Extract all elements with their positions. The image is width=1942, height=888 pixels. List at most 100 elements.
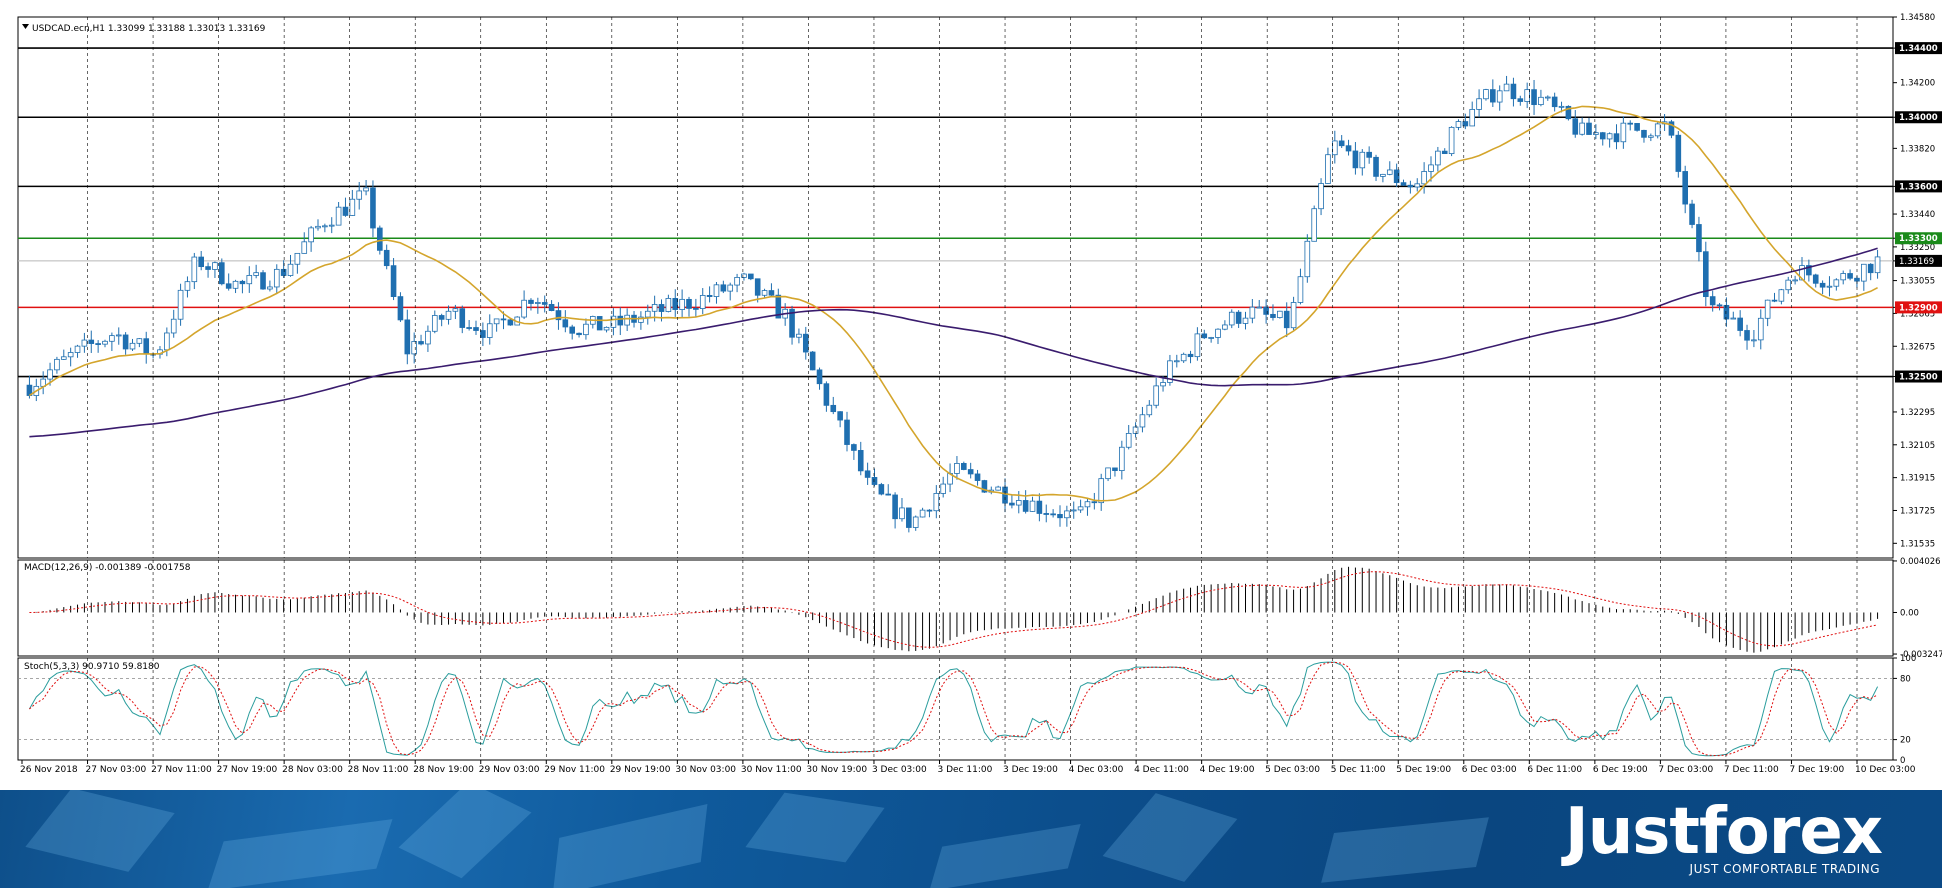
level-price-badge — [1895, 301, 1942, 314]
candle-body — [335, 206, 342, 226]
candle-body — [734, 277, 740, 286]
candle-body — [1517, 98, 1524, 102]
candle-body — [1139, 414, 1146, 428]
candle-body — [1366, 151, 1372, 158]
candle-body — [816, 369, 823, 385]
macd-pane: 0.004026 0.00 -0.003247 — [17, 557, 1942, 660]
candle-body — [383, 249, 390, 267]
candle-body — [81, 339, 88, 347]
candle-body — [1338, 140, 1345, 147]
candle-body — [844, 419, 850, 445]
price-tick-label: 1.33055 — [1900, 277, 1935, 287]
candle-body — [1483, 89, 1489, 100]
candle-body — [1558, 105, 1565, 108]
candle-body — [1015, 500, 1022, 506]
time-tick-label: 3 Dec 19:00 — [1003, 765, 1058, 775]
candle-body — [1373, 156, 1379, 177]
candle-body — [239, 280, 246, 285]
candle-body — [1050, 513, 1056, 516]
level-price-badge — [1895, 180, 1942, 193]
time-tick-label: 6 Dec 19:00 — [1593, 765, 1648, 775]
time-tick-label: 5 Dec 19:00 — [1396, 765, 1451, 775]
candle-body — [445, 310, 452, 320]
candle-body — [919, 509, 926, 518]
candle-body — [1778, 289, 1785, 302]
pane-frame — [17, 16, 1894, 559]
time-tick-label: 29 Nov 03:00 — [479, 765, 540, 775]
candle-body — [1380, 173, 1386, 177]
price-tick-label: 1.31915 — [1900, 474, 1935, 484]
candle-body — [1696, 224, 1702, 253]
time-tick-label: 10 Dec 03:00 — [1855, 765, 1916, 775]
candle-body — [995, 486, 1001, 491]
candle-body — [823, 383, 830, 406]
candle-body — [1771, 299, 1778, 302]
candle-body — [60, 356, 67, 360]
candle-body — [1112, 467, 1118, 471]
candle-body — [1551, 96, 1558, 108]
macd-tick-label: 0.00 — [1900, 608, 1919, 618]
candle-body — [638, 316, 644, 323]
candle-body — [871, 477, 878, 485]
time-tick-label: 30 Nov 03:00 — [675, 765, 736, 775]
candle-body — [1325, 154, 1331, 184]
candle-body — [1283, 310, 1290, 329]
macd-signal-line — [29, 571, 1878, 648]
candle-body — [1703, 251, 1709, 298]
time-tick-label: 28 Nov 03:00 — [282, 765, 343, 775]
level-price-badge — [1895, 232, 1942, 245]
candle-body — [1462, 121, 1469, 127]
candle-body — [1819, 282, 1826, 288]
candle-body — [328, 224, 335, 227]
candle-body — [164, 332, 170, 351]
candle-body — [1586, 122, 1592, 135]
candle-body — [109, 335, 115, 342]
justforex-logo: Justforex — [1564, 795, 1883, 869]
candle-body — [1002, 486, 1008, 504]
candle-body — [225, 283, 232, 289]
candle-body — [1744, 330, 1750, 341]
price-tick-label: 1.32105 — [1900, 441, 1935, 451]
candle-body — [748, 273, 754, 280]
candle-body — [1455, 121, 1462, 128]
candle-body — [1167, 360, 1173, 383]
candle-body — [1867, 263, 1874, 274]
candle-body — [885, 493, 892, 496]
candle-body — [1428, 164, 1434, 172]
candle-body — [1215, 328, 1221, 338]
candle-body — [1242, 317, 1249, 324]
candle-body — [1022, 500, 1029, 512]
candle-body — [1407, 184, 1414, 188]
candle-body — [1723, 304, 1730, 320]
candle-body — [802, 333, 809, 353]
candle-body — [115, 334, 122, 337]
candle-body — [651, 304, 658, 312]
time-tick-label: 4 Dec 11:00 — [1134, 765, 1189, 775]
candle-body — [521, 299, 527, 318]
candle-body — [1125, 433, 1132, 448]
candle-body — [603, 326, 610, 331]
candle-body — [548, 304, 555, 311]
candle-body — [1153, 385, 1159, 406]
candle-body — [1345, 145, 1352, 152]
time-tick-label: 3 Dec 03:00 — [872, 765, 927, 775]
candle-body — [1352, 150, 1359, 169]
candle-body — [1256, 306, 1263, 309]
candle-body — [775, 294, 782, 319]
candle-body — [390, 265, 397, 298]
candle-body — [1648, 135, 1654, 138]
time-tick-label: 7 Dec 03:00 — [1658, 765, 1713, 775]
time-tick-label: 3 Dec 11:00 — [938, 765, 993, 775]
price-tick-label: 1.32675 — [1900, 342, 1935, 352]
candle-body — [658, 304, 665, 312]
candle-body — [1160, 382, 1166, 387]
level-price-badge — [1895, 111, 1942, 124]
candle-body — [184, 281, 191, 291]
price-tick-label: 1.33250 — [1900, 243, 1935, 253]
candle-body — [170, 318, 177, 334]
time-tick-label: 29 Nov 11:00 — [544, 765, 605, 775]
candle-body — [1435, 150, 1441, 166]
candle-body — [967, 469, 974, 475]
candle-body — [1840, 273, 1847, 281]
price-tick-label: 1.31535 — [1900, 539, 1935, 549]
